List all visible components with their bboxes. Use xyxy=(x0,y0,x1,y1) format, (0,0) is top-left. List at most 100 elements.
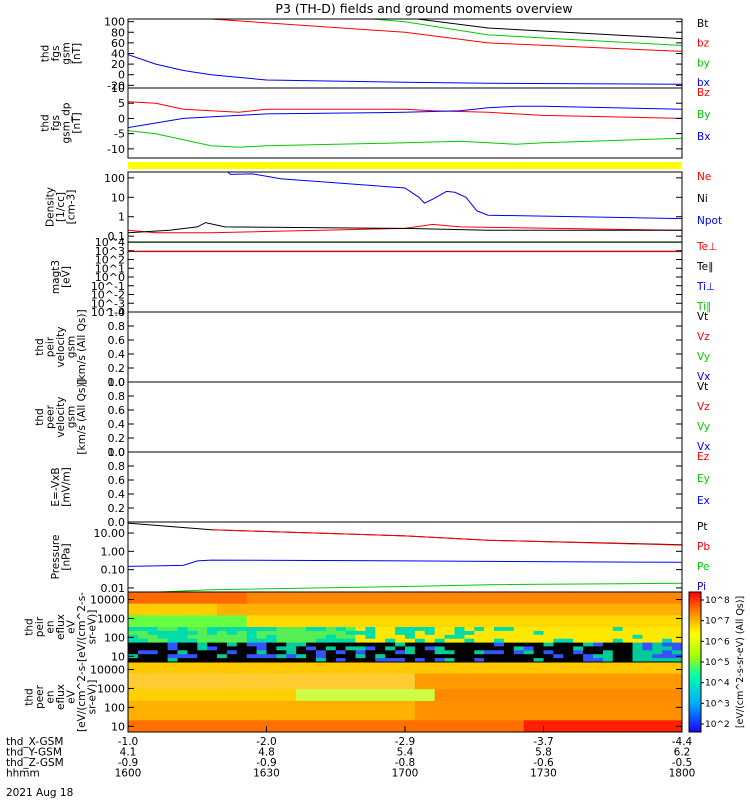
spectrogram-cell xyxy=(484,658,495,662)
spectrogram-cell xyxy=(573,638,584,644)
spectrogram-cell xyxy=(177,634,188,640)
spectrogram-cell xyxy=(128,619,139,624)
spectrogram-cell xyxy=(266,669,277,675)
spectrogram-cell xyxy=(672,693,682,698)
spectrogram-cell xyxy=(612,712,624,718)
spectrogram-cell xyxy=(276,728,287,732)
spectrogram-cell xyxy=(325,619,337,624)
spectrogram-cell xyxy=(167,611,179,616)
spectrogram-cell xyxy=(543,630,554,636)
spectrogram-cell xyxy=(365,611,376,616)
spectrogram-cell xyxy=(246,611,258,616)
spectrogram-cell xyxy=(662,627,673,632)
spectrogram-cell xyxy=(612,716,624,721)
spectrogram-cell xyxy=(236,700,248,706)
spectrogram-cell xyxy=(306,607,317,613)
spectrogram-cell xyxy=(553,630,564,636)
spectrogram-cell xyxy=(533,599,545,605)
spectrogram-cell xyxy=(484,720,495,725)
spectrogram-cell xyxy=(128,646,139,651)
spectrogram-cell xyxy=(662,630,673,636)
spectrogram-cell xyxy=(256,603,268,609)
spectrogram-cell xyxy=(375,615,386,620)
spectrogram-cell xyxy=(583,603,594,609)
spectrogram-cell xyxy=(612,658,624,662)
spectrogram-cell xyxy=(612,599,624,605)
spectrogram-cell xyxy=(573,599,584,605)
spectrogram-cell xyxy=(533,627,545,632)
spectrogram-cell xyxy=(137,685,149,690)
y-tick-label: -20 xyxy=(107,79,125,92)
spectrogram-cell xyxy=(642,642,653,648)
spectrogram-cell xyxy=(513,642,525,648)
y-axis-label: [nT] xyxy=(71,43,83,64)
spectrogram-cell xyxy=(276,642,287,648)
spectrogram-cell xyxy=(137,677,149,683)
spectrogram-cell xyxy=(513,700,525,706)
spectrogram-cell xyxy=(226,627,238,632)
spectrogram-cell xyxy=(177,662,188,667)
y-axis-label: E=-VxB xyxy=(50,467,62,506)
spectrogram-cell xyxy=(236,697,248,702)
spectrogram-cell xyxy=(612,638,624,644)
spectrogram-cell xyxy=(197,654,208,659)
spectrogram-cell xyxy=(226,693,238,698)
spectrogram-cell xyxy=(573,642,584,648)
spectrogram-cell xyxy=(602,650,614,655)
spectrogram-cell xyxy=(662,634,673,640)
spectrogram-cell xyxy=(405,658,416,662)
y-tick-label: 10^-4 xyxy=(91,306,125,319)
spectrogram-cell xyxy=(236,630,248,636)
spectrogram-cell xyxy=(622,693,634,698)
spectrogram-cell xyxy=(128,685,139,690)
spectrogram-cell xyxy=(137,638,149,644)
spectrogram-cell xyxy=(345,595,357,601)
spectrogram-cell xyxy=(207,704,218,710)
spectrogram-cell xyxy=(612,681,624,686)
spectrogram-cell xyxy=(622,662,634,667)
spectrogram-cell xyxy=(226,665,238,671)
spectrogram-cell xyxy=(325,646,337,651)
spectrogram-cell xyxy=(612,654,624,659)
spectrogram-cell xyxy=(157,646,169,651)
spectrogram-cell xyxy=(474,642,485,648)
spectrogram-cell xyxy=(444,669,456,675)
spectrogram-cell xyxy=(226,599,238,605)
spectrogram-cell xyxy=(602,592,614,597)
spectrogram-cell xyxy=(395,681,406,686)
spectrogram-cell xyxy=(256,724,268,729)
spectrogram-cell xyxy=(484,619,495,624)
spectrogram-cell xyxy=(464,595,475,601)
spectrogram-cell xyxy=(662,642,673,648)
spectrogram-cell xyxy=(335,716,347,721)
spectrogram-cell xyxy=(325,720,337,725)
spectrogram-cell xyxy=(424,673,436,679)
spectrogram-cell xyxy=(375,630,386,636)
spectrogram-cell xyxy=(217,615,228,620)
spectrogram-cell xyxy=(276,681,287,686)
spectrogram-cell xyxy=(147,724,159,729)
spectrogram-cell xyxy=(642,615,653,620)
y-tick-label: 10^4 xyxy=(95,236,125,249)
spectrogram-cell xyxy=(672,658,682,662)
spectrogram-cell xyxy=(385,599,396,605)
spectrogram-cell xyxy=(593,592,604,597)
spectrogram-cell xyxy=(632,619,643,624)
spectrogram-cell xyxy=(652,630,663,636)
spectrogram-cell xyxy=(523,650,535,655)
spectrogram-cell xyxy=(434,712,446,718)
spectrogram-cell xyxy=(573,712,584,718)
spectrogram-cell xyxy=(276,619,287,624)
spectrogram-cell xyxy=(464,638,475,644)
spectrogram-cell xyxy=(167,646,179,651)
spectrogram-cell xyxy=(296,724,307,729)
spectrogram-cell xyxy=(385,689,396,694)
spectrogram-cell xyxy=(266,708,277,714)
spectrogram-cell xyxy=(513,627,525,632)
spectrogram-cell xyxy=(662,665,673,671)
x-row-label: thd_X-GSM xyxy=(6,736,63,748)
spectrogram-cell xyxy=(612,728,624,732)
spectrogram-cell xyxy=(583,728,594,732)
spectrogram-cell xyxy=(296,654,307,659)
spectrogram-cell xyxy=(563,689,574,694)
